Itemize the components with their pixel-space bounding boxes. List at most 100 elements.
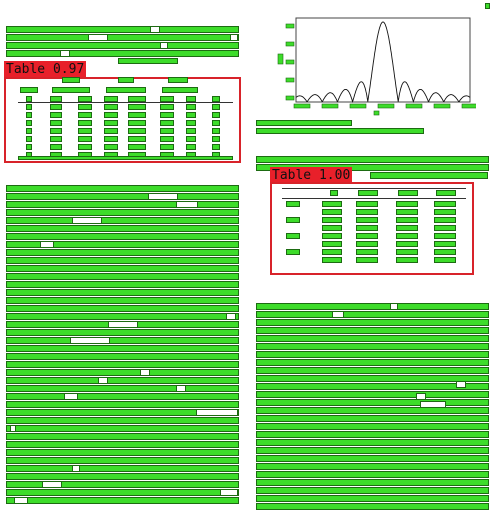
table-cell bbox=[434, 257, 456, 263]
table-cell bbox=[128, 104, 146, 110]
text-line bbox=[256, 327, 489, 334]
table-cell bbox=[128, 136, 146, 142]
text-line bbox=[370, 172, 488, 179]
text-line bbox=[256, 407, 489, 414]
text-line bbox=[6, 401, 239, 408]
text-line bbox=[256, 495, 489, 502]
table-header-cell bbox=[398, 190, 418, 196]
table-cell bbox=[128, 96, 146, 102]
section-heading bbox=[6, 185, 239, 192]
text-line bbox=[6, 50, 239, 57]
text-line bbox=[256, 503, 489, 510]
table-cell bbox=[434, 201, 456, 207]
y-tick-label bbox=[285, 41, 295, 47]
inline-math bbox=[10, 425, 16, 432]
table-cell bbox=[26, 112, 32, 118]
text-line bbox=[256, 487, 489, 494]
table-cell bbox=[356, 233, 378, 239]
text-line bbox=[6, 34, 239, 41]
text-line bbox=[6, 497, 239, 504]
text-line bbox=[6, 273, 239, 280]
text-line bbox=[6, 425, 239, 432]
text-line bbox=[118, 58, 178, 64]
table-cell bbox=[396, 217, 418, 223]
table-cell bbox=[160, 128, 174, 134]
table-cell bbox=[322, 201, 342, 207]
inline-math bbox=[150, 26, 160, 33]
table-cell bbox=[128, 144, 146, 150]
text-line bbox=[6, 441, 239, 448]
table-cell bbox=[212, 128, 220, 134]
table-cell bbox=[322, 249, 342, 255]
text-line bbox=[256, 463, 489, 470]
y-axis-label bbox=[277, 53, 284, 65]
text-line bbox=[6, 305, 239, 312]
text-line bbox=[6, 361, 239, 368]
inline-math bbox=[140, 369, 150, 376]
table-cell bbox=[104, 120, 118, 126]
text-line bbox=[6, 353, 239, 360]
inline-math bbox=[332, 311, 344, 318]
text-line bbox=[256, 415, 489, 422]
table-cell bbox=[50, 128, 62, 134]
inline-math bbox=[230, 34, 238, 41]
inline-math bbox=[14, 497, 28, 504]
table-cell bbox=[396, 201, 418, 207]
inline-math bbox=[416, 393, 426, 400]
text-line bbox=[6, 409, 239, 416]
inline-math bbox=[64, 393, 78, 400]
table-row-label bbox=[286, 217, 300, 223]
table-header-cell bbox=[106, 87, 146, 93]
table-cell bbox=[104, 96, 118, 102]
table-header-cell bbox=[330, 190, 338, 196]
table-cell bbox=[396, 209, 418, 215]
text-line bbox=[6, 201, 239, 208]
inline-math bbox=[72, 217, 102, 224]
x-tick-label bbox=[321, 103, 339, 109]
text-line bbox=[6, 417, 239, 424]
text-line bbox=[256, 383, 489, 390]
table-cell bbox=[186, 112, 196, 118]
text-line bbox=[256, 311, 489, 318]
y-tick-label bbox=[285, 59, 295, 65]
table-cell bbox=[50, 96, 62, 102]
table-header-cell bbox=[162, 87, 198, 93]
table-cell bbox=[212, 96, 220, 102]
table-cell bbox=[78, 120, 92, 126]
table-cell bbox=[186, 104, 196, 110]
table-cell bbox=[18, 156, 233, 160]
page-number bbox=[485, 3, 490, 9]
text-line bbox=[256, 471, 489, 478]
inline-math bbox=[196, 409, 238, 416]
text-line bbox=[6, 465, 239, 472]
inline-math bbox=[70, 337, 110, 344]
table-cell bbox=[160, 120, 174, 126]
table-cell bbox=[104, 104, 118, 110]
table-cell bbox=[212, 120, 220, 126]
inline-math bbox=[72, 465, 80, 472]
text-line bbox=[6, 257, 239, 264]
table-cell bbox=[322, 241, 342, 247]
figure-caption bbox=[256, 120, 352, 126]
x-tick-label bbox=[377, 103, 395, 109]
table-cell bbox=[396, 241, 418, 247]
table-cell bbox=[396, 249, 418, 255]
text-line bbox=[6, 297, 239, 304]
text-line bbox=[6, 449, 239, 456]
x-tick-label bbox=[293, 103, 311, 109]
inline-math bbox=[60, 50, 70, 57]
table-cell bbox=[434, 249, 456, 255]
table-cell bbox=[434, 225, 456, 231]
table-rule bbox=[282, 198, 466, 199]
table-cell bbox=[160, 112, 174, 118]
table-cell bbox=[26, 96, 32, 102]
table-cell bbox=[434, 209, 456, 215]
table-header-cell bbox=[358, 190, 378, 196]
text-line bbox=[256, 391, 489, 398]
table-cell bbox=[160, 104, 174, 110]
inline-math bbox=[148, 193, 178, 200]
text-line bbox=[6, 345, 239, 352]
text-line bbox=[6, 193, 239, 200]
text-line bbox=[6, 481, 239, 488]
text-line bbox=[256, 479, 489, 486]
